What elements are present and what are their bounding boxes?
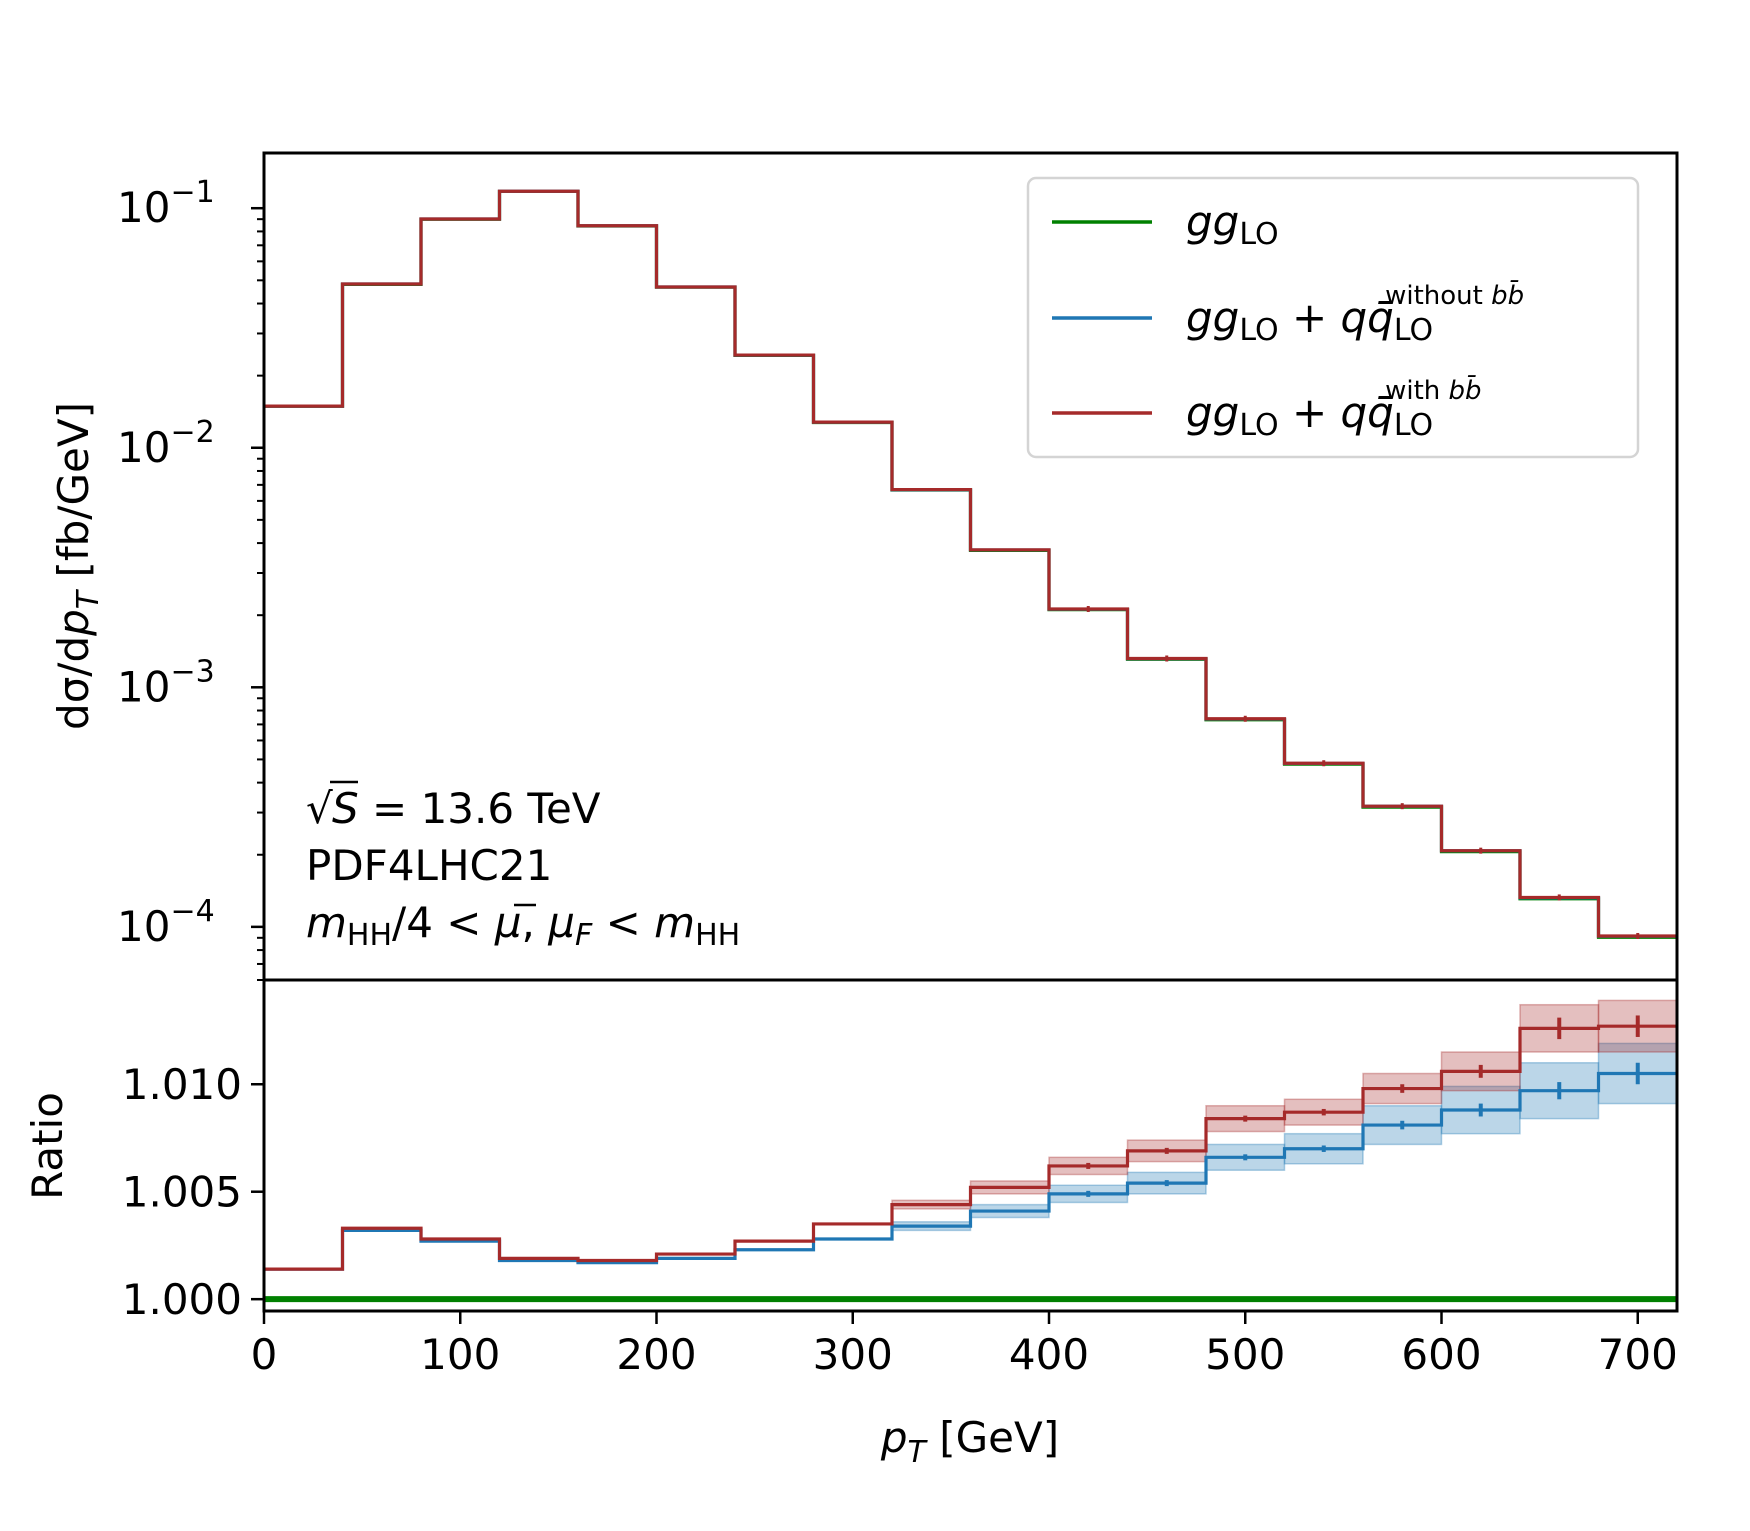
x-tick-label: 700 bbox=[1598, 1330, 1678, 1379]
main-ylabel-T: T bbox=[71, 588, 106, 609]
legend-frame bbox=[1026, 176, 1640, 459]
pdf-annotation: PDF4LHC21 bbox=[306, 841, 552, 890]
xlabel-unit: [GeV] bbox=[926, 1413, 1059, 1462]
main-y-axis-label: dσ/dpT [fb/GeV] bbox=[49, 402, 106, 730]
annotation-block: √ S = 13.6 TeV PDF4LHC21 mHH/4 < μ, μF <… bbox=[306, 780, 740, 953]
main-ylabel-unit: [fb/GeV] bbox=[49, 402, 98, 591]
legend: ggLO ggLO + qq̄LOwithout bb̄ ggLO + qq̄LOw… bbox=[1026, 176, 1640, 459]
ratio-y-tick-label: 1.000 bbox=[122, 1275, 242, 1324]
energy-annotation: √ S = 13.6 TeV bbox=[306, 780, 601, 833]
legend-label: ggLO + qq̄LOwithout bb̄ bbox=[1186, 279, 1524, 348]
ratio-y-tick-label: 1.005 bbox=[122, 1168, 242, 1217]
sqrt-symbol: √ bbox=[306, 784, 333, 833]
energy-rest: = 13.6 TeV bbox=[359, 784, 601, 833]
x-tick-label: 300 bbox=[813, 1330, 893, 1379]
ratio-error-bars bbox=[1086, 1015, 1640, 1197]
main-y-tick-label: 10−4 bbox=[117, 894, 215, 951]
legend-item-2: ggLO + qq̄LOwith bb̄ bbox=[1052, 374, 1482, 443]
x-axis-label: pT [GeV] bbox=[880, 1413, 1059, 1470]
x-tick-label: 500 bbox=[1205, 1330, 1285, 1379]
ratio-panel: 1.000 1.005 1.010 0 100 200 300 400 500 600 700 bbox=[122, 978, 1679, 1379]
main-error-bars bbox=[1086, 605, 1640, 939]
ratio-series-line-2 bbox=[264, 1024, 1677, 1271]
ratio-series-group bbox=[264, 1024, 1677, 1303]
main-y-major-ticks: 10−1 10−2 10−3 10−4 bbox=[117, 175, 264, 951]
legend-item-1: ggLO + qq̄LOwithout bb̄ bbox=[1052, 279, 1524, 348]
x-tick-label: 400 bbox=[1009, 1330, 1089, 1379]
main-y-tick-label: 10−3 bbox=[117, 654, 215, 711]
x-tick-label: 200 bbox=[616, 1330, 696, 1379]
energy-S: S bbox=[332, 784, 359, 833]
main-series-group bbox=[264, 189, 1677, 939]
ratio-y-axis-label: Ratio bbox=[23, 1092, 72, 1200]
xlabel-T: T bbox=[908, 1435, 929, 1470]
xlabel-p: p bbox=[880, 1413, 908, 1462]
x-tick-label: 100 bbox=[420, 1330, 500, 1379]
main-y-tick-label: 10−1 bbox=[117, 175, 215, 232]
main-ylabel-p: p bbox=[49, 609, 98, 637]
legend-label: ggLO + qq̄LOwith bb̄ bbox=[1186, 374, 1482, 443]
ratio-x-ticks: 0 100 200 300 400 500 600 700 bbox=[251, 1311, 1678, 1379]
ratio-y-ticks: 1.000 1.005 1.010 bbox=[122, 1060, 264, 1324]
ratio-plot-frame bbox=[262, 978, 1679, 1313]
x-tick-label: 0 bbox=[251, 1330, 278, 1379]
main-ylabel-d: dσ/d bbox=[49, 636, 98, 730]
x-tick-label: 600 bbox=[1401, 1330, 1481, 1379]
ratio-y-tick-label: 1.010 bbox=[122, 1060, 242, 1109]
legend-label: ggLO bbox=[1186, 197, 1279, 252]
legend-item-0: ggLO bbox=[1052, 197, 1279, 252]
energy-text: S = 13.6 TeV bbox=[332, 784, 601, 833]
main-y-tick-label: 10−2 bbox=[117, 415, 215, 472]
main-series-line-2 bbox=[264, 189, 1677, 938]
